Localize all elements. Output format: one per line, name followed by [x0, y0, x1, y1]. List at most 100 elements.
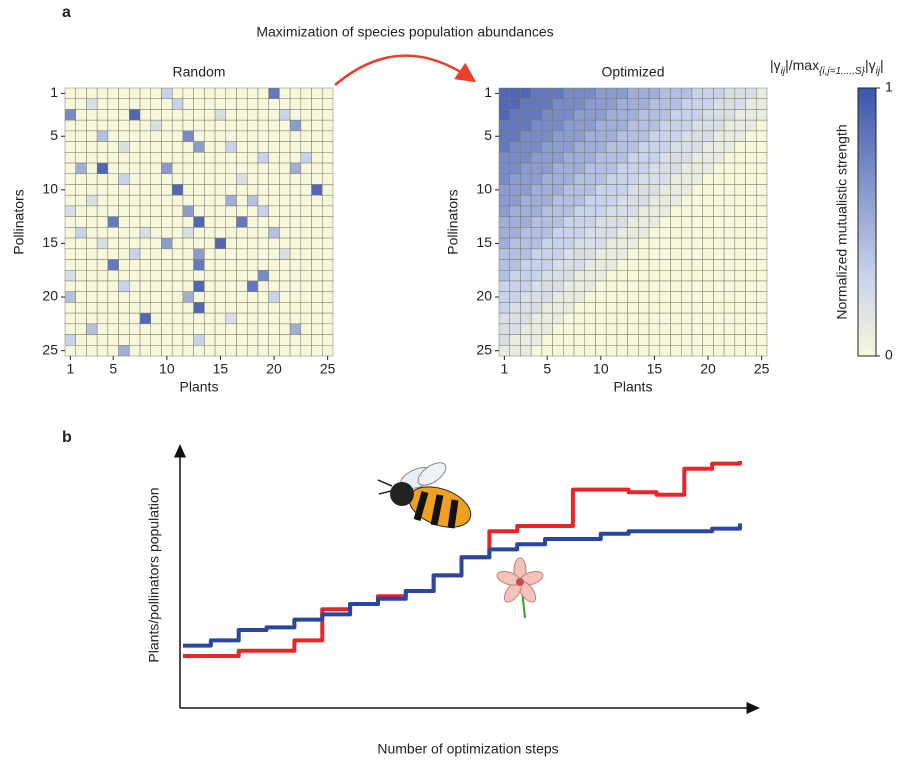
cell — [289, 323, 302, 335]
cell — [322, 227, 334, 239]
cell — [118, 323, 130, 335]
cell — [75, 302, 87, 314]
cell — [520, 205, 532, 217]
cell — [541, 216, 553, 228]
cell — [563, 216, 575, 228]
cell — [509, 345, 521, 357]
cell — [182, 323, 194, 335]
cell — [584, 259, 596, 271]
cell — [214, 184, 227, 196]
cell — [563, 345, 575, 357]
cell — [520, 119, 532, 132]
cell — [129, 227, 141, 239]
cell — [638, 173, 650, 185]
cell — [584, 141, 596, 153]
cell — [605, 269, 618, 282]
cell — [498, 312, 510, 325]
cell — [171, 162, 184, 175]
cell — [236, 205, 248, 217]
cell — [734, 152, 746, 164]
cell — [691, 323, 703, 335]
x-tick-label: 10 — [159, 361, 175, 377]
cell — [713, 237, 725, 250]
cell — [246, 162, 259, 175]
cell — [723, 291, 736, 303]
cell — [311, 334, 323, 346]
cell — [627, 205, 639, 217]
cell — [509, 237, 521, 250]
cell — [541, 291, 553, 303]
cell — [530, 194, 543, 207]
cell — [627, 237, 639, 250]
cell — [530, 162, 543, 175]
cell — [300, 323, 312, 335]
cell — [279, 334, 291, 346]
cell — [225, 119, 237, 132]
cell — [75, 237, 87, 250]
cell — [702, 280, 714, 292]
cell — [573, 98, 586, 110]
cell — [300, 312, 312, 325]
cell — [204, 173, 216, 185]
cell — [659, 227, 671, 239]
cell — [670, 323, 682, 335]
cell — [129, 259, 141, 271]
cell — [530, 323, 543, 335]
cell — [670, 269, 682, 282]
cell — [530, 259, 543, 271]
cell — [670, 130, 682, 142]
cell — [680, 194, 693, 207]
cell — [236, 334, 248, 346]
cell — [300, 280, 312, 292]
cell — [670, 216, 682, 228]
cell — [659, 130, 671, 142]
cell — [214, 291, 227, 303]
cell — [86, 302, 98, 314]
cell — [161, 259, 173, 271]
cell — [150, 119, 162, 132]
cell — [659, 119, 671, 132]
cell — [509, 334, 521, 346]
cell — [182, 205, 194, 217]
cell — [311, 323, 323, 335]
cell — [584, 173, 596, 185]
cell — [691, 248, 703, 260]
cell — [541, 194, 553, 207]
cell — [289, 87, 302, 99]
cell — [670, 345, 682, 357]
cell — [670, 141, 682, 153]
cell — [670, 109, 682, 121]
cell — [107, 302, 119, 314]
cell — [118, 194, 130, 207]
cell — [723, 312, 736, 325]
cell — [139, 205, 152, 217]
cell — [616, 162, 628, 175]
cell — [300, 173, 312, 185]
cell — [638, 216, 650, 228]
cell — [734, 141, 746, 153]
colorbar — [857, 87, 877, 357]
cell — [279, 259, 291, 271]
cell — [182, 269, 194, 282]
cell — [648, 194, 661, 207]
cell — [129, 302, 141, 314]
cell — [627, 87, 639, 99]
cell — [214, 259, 227, 271]
cell — [648, 98, 661, 110]
cell — [96, 130, 109, 142]
cell — [648, 227, 661, 239]
cell — [171, 98, 184, 110]
cell — [246, 119, 259, 132]
cell — [236, 162, 248, 175]
cell — [107, 345, 119, 357]
cell — [96, 334, 109, 346]
cell — [86, 205, 98, 217]
y-tick-label: 25 — [476, 341, 492, 357]
cell — [605, 312, 618, 325]
cell — [161, 205, 173, 217]
cell — [161, 345, 173, 357]
cell — [246, 87, 259, 99]
cell — [182, 280, 194, 292]
cell — [75, 119, 87, 132]
cell — [139, 194, 152, 207]
